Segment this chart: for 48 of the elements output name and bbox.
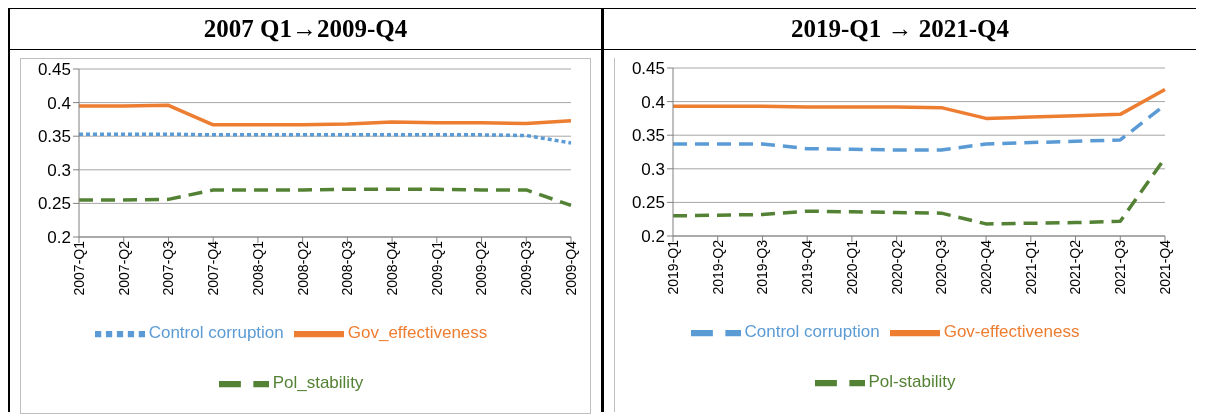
x-tick-label: 2019-Q3 [754, 239, 771, 295]
x-tick-label: 2009-Q3 [518, 240, 535, 296]
x-tick-label: 2019-Q2 [709, 239, 726, 295]
x-tick-label: 2021-Q4 [1156, 239, 1173, 295]
line-series [671, 87, 1167, 121]
y-tick-label: 0.25 [631, 193, 665, 213]
x-tick-label: 2009-Q1 [428, 240, 445, 296]
chart-title: 2019-Q1 → 2021-Q4 [604, 8, 1196, 50]
x-tick-label: 2020-Q4 [978, 239, 995, 295]
legend-label: Control corruption [148, 323, 284, 343]
y-tick-label: 0.4 [641, 92, 665, 112]
x-tick-label: 2008-Q3 [339, 240, 356, 296]
x-tick-label: 2009-Q4 [562, 240, 579, 296]
y-tick-label: 0.4 [47, 93, 71, 113]
legend-label: Control corruption [744, 322, 880, 342]
y-tick-label: 0.45 [631, 59, 665, 79]
x-tick-label: 2007-Q1 [70, 240, 87, 296]
x-tick-label: 2020-Q3 [933, 239, 950, 295]
y-tick-label: 0.3 [47, 160, 71, 180]
x-tick-label: 2007-Q4 [205, 240, 222, 296]
legend-label: Gov_effectiveness [347, 323, 488, 343]
y-tick-label: 0.2 [47, 228, 71, 248]
y-tick-label: 0.3 [641, 159, 665, 179]
x-tick-label: 2021-Q1 [1022, 239, 1039, 295]
x-tick-label: 2008-Q1 [249, 240, 266, 296]
x-tick-label: 2019-Q4 [799, 239, 816, 295]
legend-label: Pol_stability [272, 373, 364, 393]
chart-title: 2007 Q1→2009-Q4 [10, 8, 601, 50]
x-tick-label: 2019-Q1 [664, 239, 681, 295]
line-series [77, 132, 573, 145]
legend-label: Pol-stability [868, 372, 956, 392]
x-tick-label: 2021-Q2 [1067, 239, 1084, 295]
y-tick-label: 0.35 [631, 126, 665, 146]
x-tick-label: 2009-Q2 [473, 240, 490, 296]
legend-label: Gov-effectiveness [943, 322, 1080, 342]
y-tick-label: 0.2 [641, 227, 665, 247]
x-tick-label: 2020-Q2 [888, 239, 905, 295]
x-tick-label: 2008-Q4 [384, 240, 401, 296]
x-tick-label: 2021-Q3 [1112, 239, 1129, 295]
y-tick-label: 0.25 [37, 194, 71, 214]
y-tick-label: 0.35 [37, 127, 71, 147]
x-tick-label: 2007-Q3 [160, 240, 177, 296]
line-series [77, 187, 573, 208]
y-tick-label: 0.45 [37, 60, 71, 80]
x-tick-label: 2020-Q1 [843, 239, 860, 295]
x-tick-label: 2008-Q2 [294, 240, 311, 296]
line-series [77, 103, 573, 127]
x-tick-label: 2007-Q2 [115, 240, 132, 296]
